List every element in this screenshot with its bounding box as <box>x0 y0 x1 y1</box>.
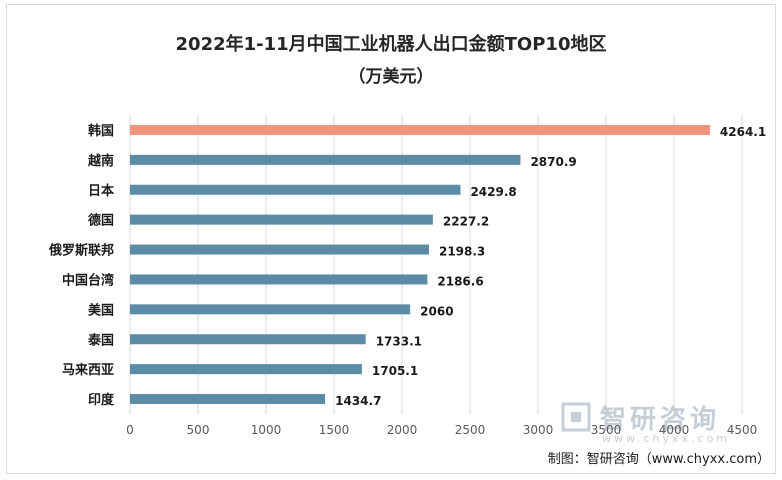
bar <box>130 214 433 225</box>
data-label: 2060 <box>420 304 453 318</box>
data-label: 4264.1 <box>720 125 766 139</box>
x-tick-label: 1000 <box>251 423 282 437</box>
category-label: 印度 <box>88 392 115 408</box>
category-label: 马来西亚 <box>62 362 114 378</box>
data-label: 1705.1 <box>372 364 418 378</box>
category-label: 韩国 <box>88 123 114 139</box>
category-label: 美国 <box>88 302 114 318</box>
x-tick-label: 3500 <box>591 423 622 437</box>
category-label: 俄罗斯联邦 <box>48 243 114 259</box>
x-tick-label: 2500 <box>455 423 486 437</box>
data-label: 2186.6 <box>437 274 483 288</box>
x-tick-label: 3000 <box>523 423 554 437</box>
x-tick-label: 4000 <box>659 423 690 437</box>
bar <box>130 334 366 345</box>
chart-subtitle: （万美元） <box>349 66 434 87</box>
category-label: 德国 <box>88 213 114 229</box>
value-labels: 4264.1 2870.9 2429.8 2227.2 2198.3 2186.6 2060… <box>335 125 766 408</box>
data-label: 1733.1 <box>376 334 422 348</box>
watermark-logo-icon <box>561 402 591 432</box>
bar <box>130 154 521 165</box>
x-axis-ticks: 0 500 1000 1500 2000 2500 3000 3500 4000 4500 <box>126 423 757 437</box>
x-tick-label: 500 <box>187 423 210 437</box>
watermark: 智研咨询 www.chyxx.com <box>561 402 730 445</box>
category-label: 日本 <box>88 183 114 199</box>
category-label: 中国台湾 <box>62 272 114 288</box>
x-tick-label: 2000 <box>387 423 418 437</box>
bar <box>130 304 411 315</box>
x-tick-label: 1500 <box>319 423 350 437</box>
watermark-url: www.chyxx.com <box>602 432 730 445</box>
watermark-text: 智研咨询 <box>600 404 720 435</box>
data-label: 2870.9 <box>530 155 576 169</box>
data-label: 2429.8 <box>470 185 516 199</box>
bar <box>130 364 362 375</box>
bar <box>130 244 429 255</box>
bar <box>130 184 461 195</box>
credit-text: 制图：智研咨询（www.chyxx.com） <box>548 452 770 467</box>
bar <box>130 274 428 285</box>
category-label: 越南 <box>87 153 114 169</box>
data-label: 1434.7 <box>335 394 381 408</box>
data-label: 2198.3 <box>439 245 485 259</box>
bar <box>130 394 326 405</box>
bars <box>130 124 710 405</box>
x-tick-label: 0 <box>126 423 134 437</box>
category-label: 泰国 <box>87 332 114 348</box>
data-label: 2227.2 <box>443 215 489 229</box>
x-tick-label: 4500 <box>727 423 758 437</box>
chart-title: 2022年1-11月中国工业机器人出口金额TOP10地区 <box>176 33 607 55</box>
bar <box>130 124 710 135</box>
